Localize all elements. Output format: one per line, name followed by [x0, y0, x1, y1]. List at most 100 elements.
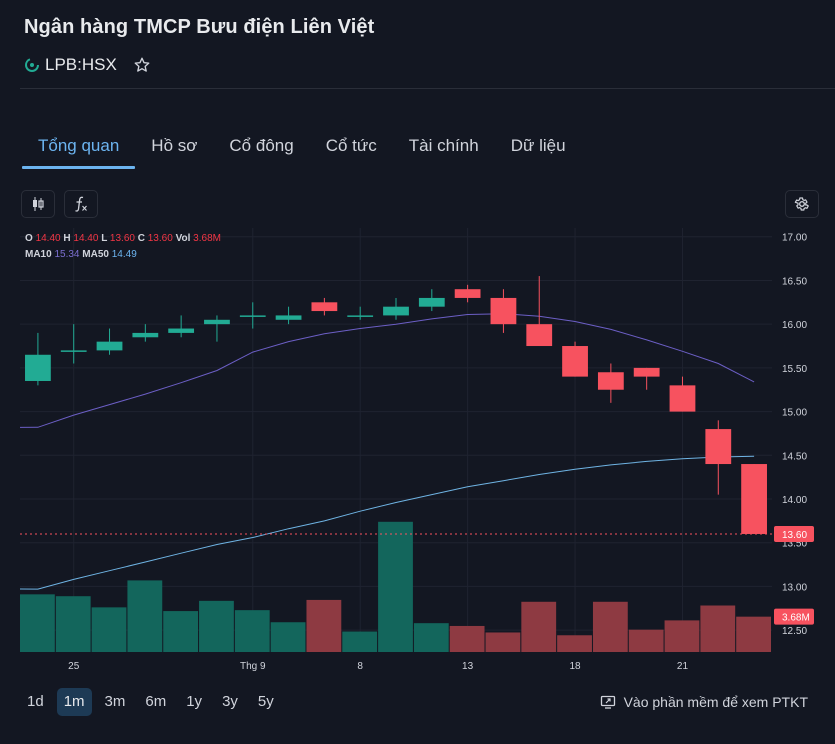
candle-body: [275, 315, 302, 320]
candle-body: [490, 297, 517, 325]
open-value: 14.40: [35, 233, 61, 244]
y-tick-label: 16.50: [782, 276, 807, 287]
candle-body: [705, 429, 732, 465]
tab-tong-quan[interactable]: Tổng quan: [22, 128, 136, 169]
range-3m[interactable]: 3m: [104, 693, 126, 710]
ohlc-legend: O 14.40 H 14.40 L 13.60 C 13.60 Vol 3.68…: [25, 231, 221, 263]
y-tick-label: 16.00: [782, 320, 807, 331]
range-3y[interactable]: 3y: [222, 693, 238, 710]
volume-bar: [91, 607, 127, 652]
candle-body: [418, 297, 445, 307]
last-volume-badge: [774, 608, 814, 625]
volume-bar: [55, 596, 91, 652]
close-value: 13.60: [147, 233, 173, 244]
live-status-icon: [25, 58, 39, 72]
y-tick-label: 14.00: [782, 495, 807, 506]
ma10-label: MA10: [25, 249, 52, 260]
range-1d[interactable]: 1d: [27, 693, 44, 710]
volume-bar: [413, 623, 449, 652]
y-tick-label: 13.50: [782, 539, 807, 550]
y-tick-label: 15.50: [782, 364, 807, 375]
fx-icon: [75, 196, 87, 212]
ohlc-row: O 14.40 H 14.40 L 13.60 C 13.60 Vol 3.68…: [25, 231, 221, 247]
high-label: H: [63, 233, 71, 244]
x-tick-label: 25: [68, 661, 80, 672]
candle-body: [239, 315, 266, 317]
range-5y[interactable]: 5y: [257, 693, 274, 710]
open-software-link[interactable]: Vào phần mềm để xem PTKT: [600, 694, 808, 710]
header-divider: [20, 88, 835, 89]
volume-bar: [521, 601, 557, 652]
low-label: L: [101, 233, 108, 244]
ma50-label: MA50: [82, 249, 109, 260]
y-tick-label: 13.00: [782, 582, 807, 593]
x-tick-label: 18: [569, 661, 581, 672]
candle-body: [383, 306, 409, 316]
ma10-value: 15.34: [54, 249, 80, 260]
tab-co-tuc[interactable]: Cổ tức: [325, 136, 377, 155]
price-chart[interactable]: 17.00 16.50 16.00 15.50 15.00 14.50 14.00 13.50…: [0, 228, 835, 680]
volume-bar: [234, 610, 270, 652]
volume-bar: [342, 631, 378, 652]
volume-bar: [736, 616, 771, 652]
x-tick-label: Thg 9: [240, 661, 266, 672]
y-tick-label: 15.00: [782, 408, 807, 419]
volume-bar: [378, 521, 413, 652]
candle-body: [741, 464, 767, 534]
range-1m[interactable]: 1m: [56, 688, 92, 716]
tab-tai-chinh[interactable]: Tài chính: [408, 136, 479, 155]
volume-bar: [270, 622, 306, 652]
company-title: Ngân hàng TMCP Bưu điện Liên Việt: [24, 16, 375, 38]
range-1y[interactable]: 1y: [186, 693, 203, 710]
open-software-label: Vào phần mềm để xem PTKT: [623, 694, 808, 710]
ma50-value: 14.49: [111, 249, 137, 260]
candle-body: [168, 328, 195, 333]
volume-bar: [592, 601, 628, 652]
indicator-button[interactable]: [64, 190, 98, 218]
candle-body: [311, 302, 338, 312]
range-6m[interactable]: 6m: [145, 693, 167, 710]
candle-body: [454, 289, 481, 298]
y-tick-label: 12.50: [782, 626, 807, 637]
volume-value: 3.68M: [193, 233, 221, 244]
candle-body: [96, 341, 123, 351]
ma-row: MA10 15.34 MA50 14.49: [25, 247, 221, 263]
volume-bar: [664, 620, 700, 652]
tab-ho-so[interactable]: Hồ sơ: [151, 136, 198, 155]
y-tick-label: 17.00: [782, 233, 807, 244]
volume-bar: [557, 635, 592, 652]
volume-bar: [199, 600, 234, 652]
x-tick-label: 8: [357, 661, 363, 672]
header: Ngân hàng TMCP Bưu điện Liên Việt LPB:HS…: [24, 16, 835, 77]
candle-body: [669, 385, 696, 412]
volume-bar: [485, 632, 521, 652]
ticker-row: LPB:HSX: [24, 53, 835, 77]
x-tick-label: 13: [462, 661, 474, 672]
candle-body: [60, 350, 87, 352]
volume-bar: [628, 629, 664, 652]
last-volume-label: 3.68M: [782, 613, 810, 624]
chart-type-button[interactable]: [21, 190, 55, 218]
ma10-line: [19, 313, 755, 428]
tab-bar: Tổng quan Hồ sơ Cổ đông Cổ tức Tài chính…: [22, 128, 582, 169]
candlestick-icon: [33, 197, 44, 211]
tab-co-dong[interactable]: Cổ đông: [229, 136, 294, 155]
star-icon[interactable]: [133, 56, 151, 74]
close-label: C: [137, 233, 145, 244]
candle-body: [597, 372, 624, 390]
gear-icon: [794, 197, 809, 211]
candle-body: [204, 319, 230, 325]
tab-du-lieu[interactable]: Dữ liệu: [510, 136, 566, 155]
volume-bar: [449, 625, 485, 652]
volume-label: Vol: [175, 233, 191, 244]
external-screen-icon: [600, 695, 615, 709]
volume-bar: [127, 580, 163, 652]
y-tick-label: 14.50: [782, 451, 807, 462]
volume-bar: [163, 611, 199, 652]
ma50-line: [19, 455, 755, 590]
candle-body: [562, 346, 588, 377]
settings-button[interactable]: [785, 190, 819, 218]
candle-body: [132, 332, 159, 338]
volume-bar: [20, 594, 55, 652]
open-label: O: [25, 233, 33, 244]
